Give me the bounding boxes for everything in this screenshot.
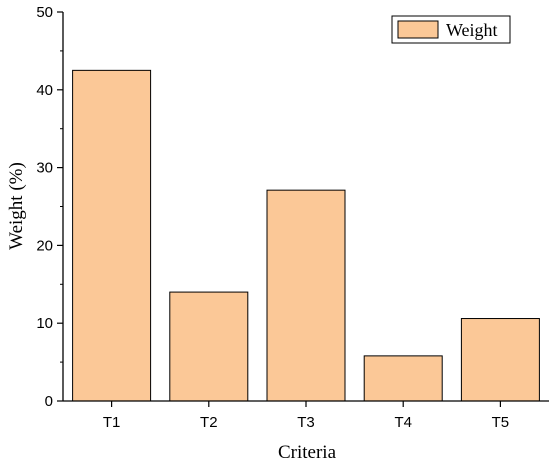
bar-t1 [72, 69, 152, 402]
legend: Weight [391, 15, 511, 44]
x-tick-label-t4: T4 [394, 414, 412, 431]
x-tick-label-t3: T3 [297, 414, 315, 431]
y-tick-label: 30 [36, 160, 53, 177]
legend-label: Weight [446, 20, 498, 40]
y-tick-label: 10 [36, 315, 53, 332]
bar-t3 [266, 189, 346, 402]
x-axis-title: Criteria [278, 442, 337, 463]
bar-t4 [363, 355, 443, 402]
x-tick-label-t1: T1 [103, 414, 121, 431]
x-tick-label-t5: T5 [492, 414, 510, 431]
y-ticks-group: 0 10 20 30 40 50 [36, 4, 63, 410]
y-tick-label: 50 [36, 4, 53, 21]
legend-swatch [397, 20, 439, 39]
y-axis-title: Weight (%) [6, 162, 27, 250]
x-ticks-group: T1 T2 T3 T4 T5 [103, 401, 509, 431]
x-tick-label-t2: T2 [200, 414, 218, 431]
bar-t2 [169, 291, 249, 402]
y-tick-label: 20 [36, 237, 53, 254]
y-tick-label: 40 [36, 82, 53, 99]
bar-t5 [460, 318, 540, 402]
y-tick-label: 0 [45, 393, 53, 410]
bars-group [72, 69, 540, 402]
